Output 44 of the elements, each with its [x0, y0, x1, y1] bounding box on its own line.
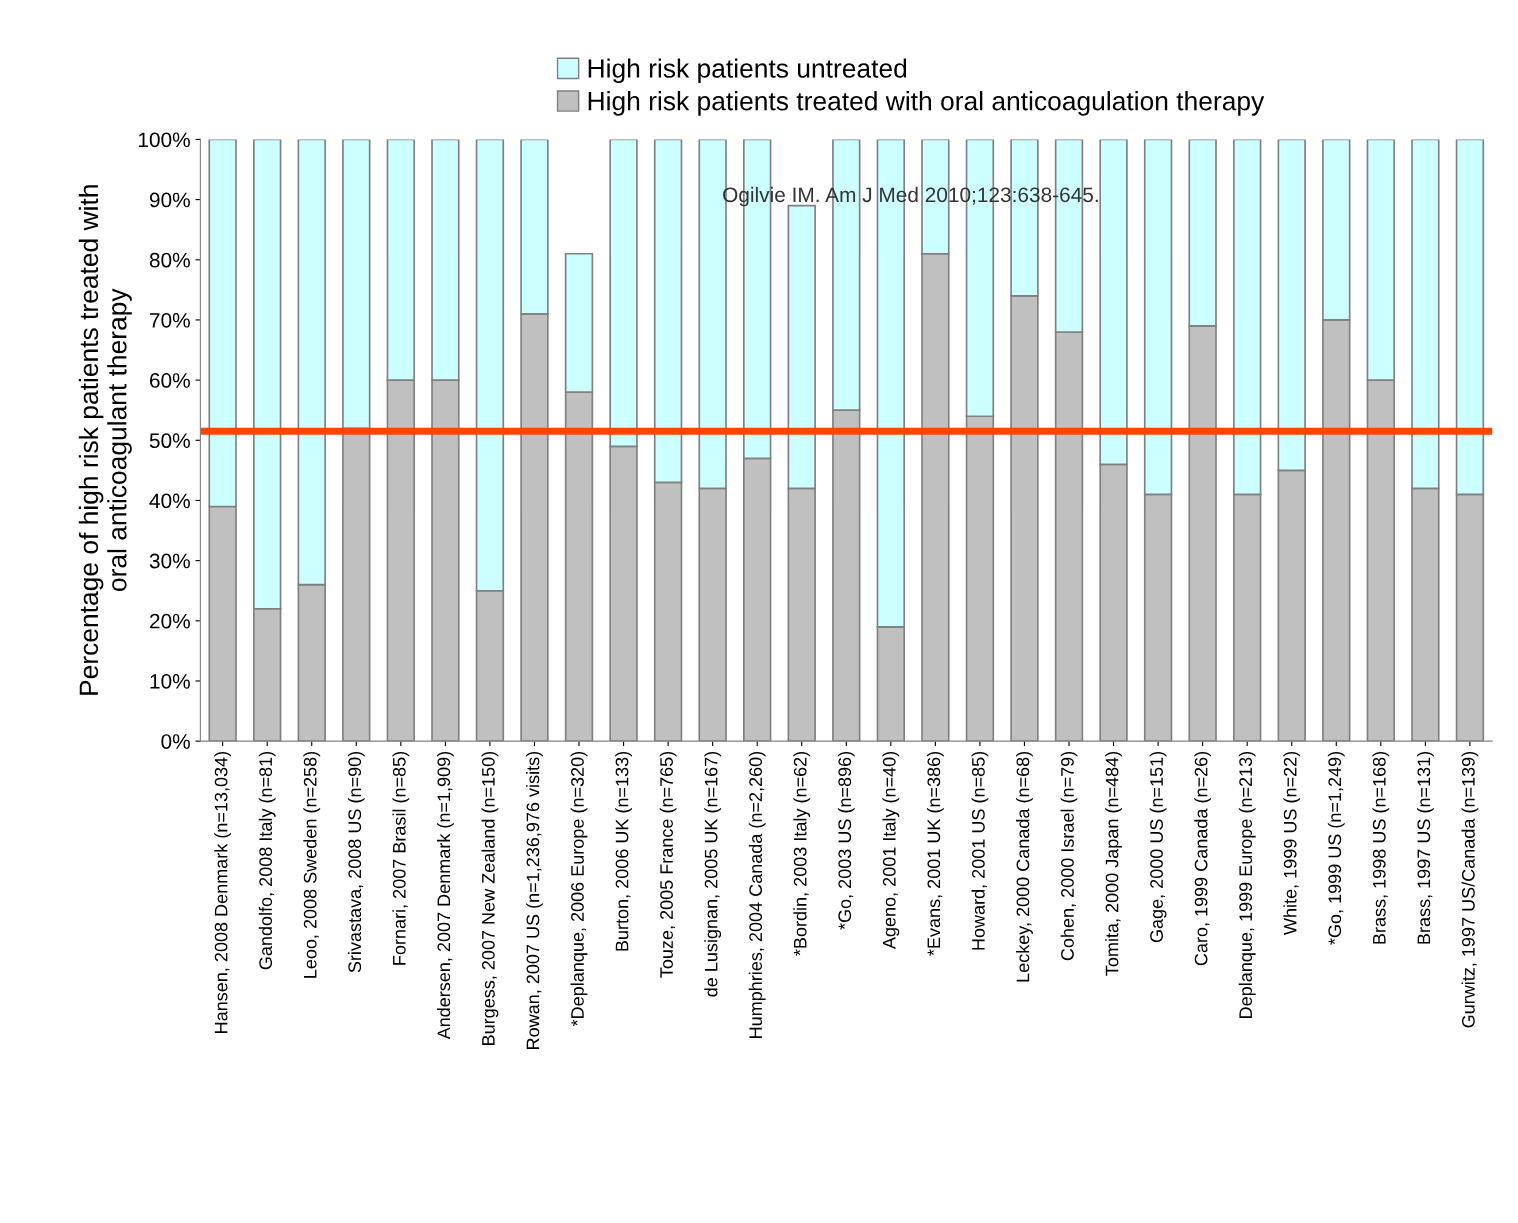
x-tick-label: de Lusignan, 2005 UK (n=167) [704, 751, 722, 997]
x-tick-label: Leoo, 2008 Sweden (n=258) [303, 751, 321, 978]
x-tick-label: Touze, 2005 France (n=765) [659, 751, 677, 978]
x-tick-label: Andersen, 2007 Denmark (n=1,909) [436, 751, 454, 1040]
x-tick-label: Gage, 2000 US (n=151) [1149, 751, 1167, 943]
x-tick-label: Cohen, 2000 Israel (n=79) [1060, 751, 1078, 961]
bar [342, 139, 371, 430]
x-tick-label: *Evans, 2001 UK (n=386) [926, 751, 944, 956]
x-tick-label: Gurwitz, 1997 US/Canada (n=139) [1461, 751, 1479, 1028]
y-tick-label: 70% [150, 312, 190, 328]
x-tick-label: Caro, 1999 Canada (n=26) [1194, 751, 1212, 966]
x-tick-label: Brass, 1998 US (n=168) [1372, 751, 1390, 944]
y-tick-label: 40% [149, 493, 190, 509]
x-tick-label: Hansen, 2008 Denmark (n=13,034) [214, 751, 232, 1033]
y-axis-title: Percentage of high risk patients treated with oral anticoagulant therapy [78, 185, 132, 695]
x-tick-label: Burton, 2006 UK (n=133) [615, 751, 632, 951]
y-tick-label: 0% [161, 734, 190, 749]
x-tick-label: Deplanque, 1999 Europe (n=213) [1238, 751, 1256, 1018]
x-tick-label: Gandolfo, 2008 Italy (n=81) [258, 751, 276, 970]
y-tick-label: 30% [149, 553, 190, 569]
legend-label: High risk patients treated with oral anticoagulation therapy [588, 91, 1265, 116]
x-tick-label: Tomita, 2000 Japan (n=484) [1105, 751, 1122, 976]
x-tick-label: Srivastava, 2008 US (n=90) [347, 751, 365, 973]
x-tick-label: Fornari, 2007 Brasil (n=85) [392, 751, 410, 965]
x-tick-label: *Go, 2003 US (n=896) [837, 751, 855, 930]
y-tick-label: 20% [150, 613, 190, 629]
x-tick-label: Ageno, 2001 Italy (n=40) [882, 751, 900, 950]
x-tick-label: Rowan, 2007 US (n=1,236,976 visits) [526, 751, 543, 1049]
y-tick-label: 100% [138, 132, 190, 148]
x-tick-label: Brass, 1997 US (n=131) [1416, 751, 1434, 944]
x-tick-label: Leckey, 2000 Canada (n=68) [1016, 751, 1033, 982]
y-tick-label: 90% [149, 192, 190, 208]
x-tick-label: *Deplanque, 2006 Europe (n=320) [570, 751, 588, 1027]
x-tick-label: White, 1999 US (n=22) [1283, 751, 1301, 935]
y-tick-label: 50% [149, 433, 190, 449]
x-tick-label: Burgess, 2007 New Zealand (n=150) [481, 751, 499, 1045]
x-tick-label: Howard, 2001 US (n=85) [971, 751, 989, 950]
x-tick-label: *Bordin, 2003 Italy (n=62) [793, 751, 811, 956]
x-tick-label: Humphries, 2004 Canada (n=2,260) [748, 751, 766, 1038]
x-tick-label: *Go, 1999 US (n=1,249) [1327, 751, 1345, 945]
y-tick-label: 60% [150, 373, 190, 388]
legend-label: High risk patients untreated [588, 58, 907, 84]
y-tick-label: 80% [149, 252, 190, 268]
y-tick-label: 10% [150, 673, 190, 689]
